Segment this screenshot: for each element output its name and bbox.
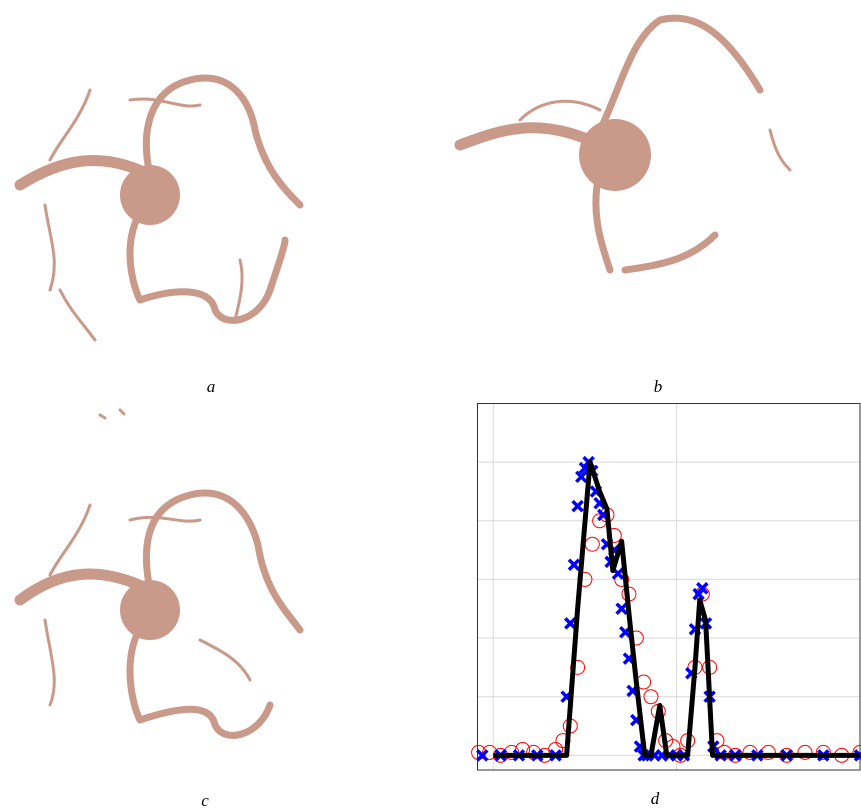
cross-marker — [696, 581, 709, 595]
cross-marker — [615, 602, 628, 615]
cross-marker — [571, 499, 584, 513]
render-a — [14, 74, 304, 342]
circle-marker — [643, 689, 659, 705]
cross-marker — [476, 749, 489, 762]
aneurysm — [120, 165, 180, 225]
circle-marker — [614, 571, 630, 587]
cross-marker — [564, 617, 577, 630]
plot-frame — [477, 403, 861, 771]
circle-marker — [815, 744, 831, 760]
caption: a — [207, 377, 216, 396]
plot — [471, 403, 861, 771]
circle-marker — [797, 744, 813, 760]
circle-marker — [584, 536, 600, 552]
aneurysm — [579, 119, 651, 191]
series-line — [493, 459, 860, 758]
cross-marker — [575, 470, 588, 484]
aneurysm — [120, 580, 180, 640]
caption: c — [201, 791, 209, 810]
circle-marker — [742, 744, 758, 760]
caption: b — [654, 377, 663, 396]
circle-marker — [852, 744, 861, 760]
caption: d — [651, 789, 660, 808]
cross-marker — [567, 558, 581, 571]
render-c — [14, 408, 304, 739]
circle-marker — [570, 659, 586, 675]
render-b — [454, 14, 792, 274]
